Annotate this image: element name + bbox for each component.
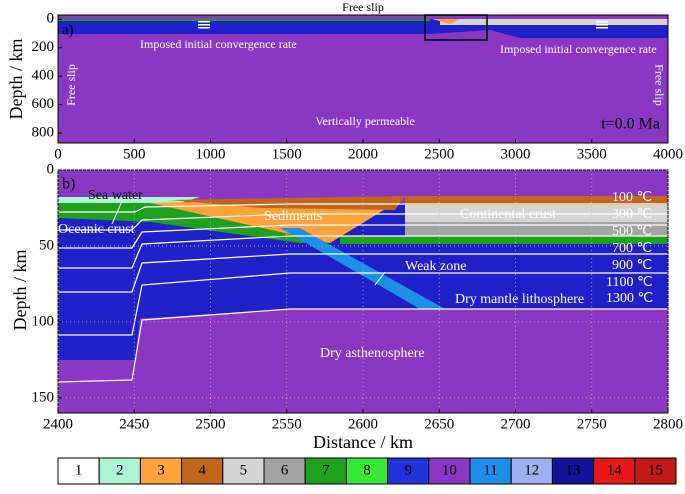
legend-swatch bbox=[263, 457, 306, 485]
annotation: Sediments bbox=[264, 209, 322, 224]
x-tick-label: 2800 bbox=[653, 416, 683, 432]
y-tick-label: 200 bbox=[32, 39, 55, 55]
annotation: Sea water bbox=[88, 188, 143, 203]
isotherm-label: 700 ℃ bbox=[612, 241, 652, 256]
isotherm-label: 1300 ℃ bbox=[606, 291, 653, 306]
legend-label: 7 bbox=[322, 462, 330, 478]
legend-label: 9 bbox=[404, 462, 412, 478]
x-tick-label: 2000 bbox=[348, 146, 378, 162]
legend-label: 11 bbox=[483, 462, 497, 478]
panel-label: b) bbox=[62, 176, 75, 193]
legend-label: 1 bbox=[75, 462, 83, 478]
legend: 1 2 3 4 5 6 7 8 9 10 11 12 13 14 15 bbox=[57, 457, 677, 485]
panel-a-field bbox=[57, 14, 669, 144]
isotherm-label: 500 ℃ bbox=[612, 224, 652, 239]
legend-label: 12 bbox=[524, 462, 539, 478]
y-axis-label: Depth / km bbox=[10, 250, 30, 331]
x-tick-label: 2500 bbox=[424, 146, 454, 162]
legend-swatch bbox=[551, 457, 595, 485]
annotation: Dry asthenosphere bbox=[320, 346, 425, 361]
annotation: Free slip bbox=[652, 64, 666, 106]
annotation: Imposed initial convergence rate bbox=[500, 42, 657, 56]
pointer-lines bbox=[111, 200, 386, 286]
x-tick-label: 1500 bbox=[272, 146, 302, 162]
isotherm-label: 900 ℃ bbox=[612, 258, 652, 273]
x-tick-label: 2600 bbox=[348, 416, 378, 432]
y-tick-label: 50 bbox=[39, 237, 54, 253]
y-tick-label: 400 bbox=[32, 68, 55, 84]
y-tick-label: 0 bbox=[47, 11, 55, 27]
x-tick-label: 0 bbox=[54, 146, 62, 162]
x-tick-label: 2750 bbox=[577, 416, 607, 432]
y-tick-label: 150 bbox=[32, 389, 55, 405]
x-tick-label: 3500 bbox=[577, 146, 607, 162]
isotherm-label: 300 ℃ bbox=[612, 207, 652, 222]
legend-label: 14 bbox=[607, 462, 623, 478]
legend-swatch bbox=[387, 457, 430, 485]
panel-label: a) bbox=[62, 22, 74, 38]
legend-swatch bbox=[593, 457, 636, 485]
annotation: Vertically permeable bbox=[315, 114, 415, 128]
legend-label: 15 bbox=[648, 462, 663, 478]
legend-label: 13 bbox=[566, 462, 581, 478]
isotherm-label: 1100 ℃ bbox=[606, 275, 653, 290]
annotation: Free slip bbox=[342, 0, 384, 14]
annotation: Imposed initial convergence rate bbox=[140, 37, 297, 51]
legend-swatch bbox=[181, 457, 224, 485]
legend-swatch bbox=[304, 457, 347, 485]
annotation: t=0.0 Ma bbox=[601, 116, 660, 133]
x-tick-label: 2650 bbox=[424, 416, 454, 432]
annotation: Continental crust bbox=[460, 207, 556, 222]
x-axis-label: Distance / km bbox=[313, 432, 413, 452]
x-tick-label: 2550 bbox=[272, 416, 302, 432]
x-tick-label: 2400 bbox=[43, 416, 73, 432]
isotherm-labels: 100 ℃ 300 ℃ 500 ℃ 700 ℃ 900 ℃ 1100 ℃ 130… bbox=[606, 190, 653, 306]
x-tick-label: 2500 bbox=[196, 416, 226, 432]
legend-swatch bbox=[634, 457, 677, 485]
annotation: Weak zone bbox=[405, 259, 466, 274]
annotation: Oceanic crust bbox=[58, 222, 135, 237]
y-tick-label: 100 bbox=[32, 313, 55, 329]
annotation: Free slip bbox=[64, 64, 78, 106]
y-tick-label: 600 bbox=[32, 96, 55, 112]
isotherm-lines bbox=[57, 203, 668, 383]
legend-swatch bbox=[510, 457, 553, 485]
y-tick-label: 800 bbox=[32, 124, 55, 140]
x-tick-label: 1000 bbox=[196, 146, 226, 162]
annotation: Dry mantle lithosphere bbox=[455, 292, 584, 307]
legend-label: 10 bbox=[442, 462, 457, 478]
x-tick-label: 3000 bbox=[501, 146, 531, 162]
legend-swatch bbox=[428, 457, 471, 485]
legend-label: 2 bbox=[116, 462, 124, 478]
legend-label: 6 bbox=[281, 462, 289, 478]
legend-label: 3 bbox=[157, 462, 165, 478]
x-tick-label: 2700 bbox=[501, 416, 531, 432]
legend-swatch bbox=[98, 457, 141, 485]
y-tick-label: 0 bbox=[47, 161, 55, 177]
legend-label: 5 bbox=[240, 462, 248, 478]
x-tick-label: 500 bbox=[123, 146, 146, 162]
legend-label: 4 bbox=[198, 462, 206, 478]
legend-label: 8 bbox=[363, 462, 371, 478]
x-tick-label: 4000 bbox=[653, 146, 683, 162]
y-axis-label: Depth / km bbox=[6, 39, 26, 120]
isotherm-label: 100 ℃ bbox=[612, 190, 652, 205]
x-tick-label: 2450 bbox=[119, 416, 149, 432]
